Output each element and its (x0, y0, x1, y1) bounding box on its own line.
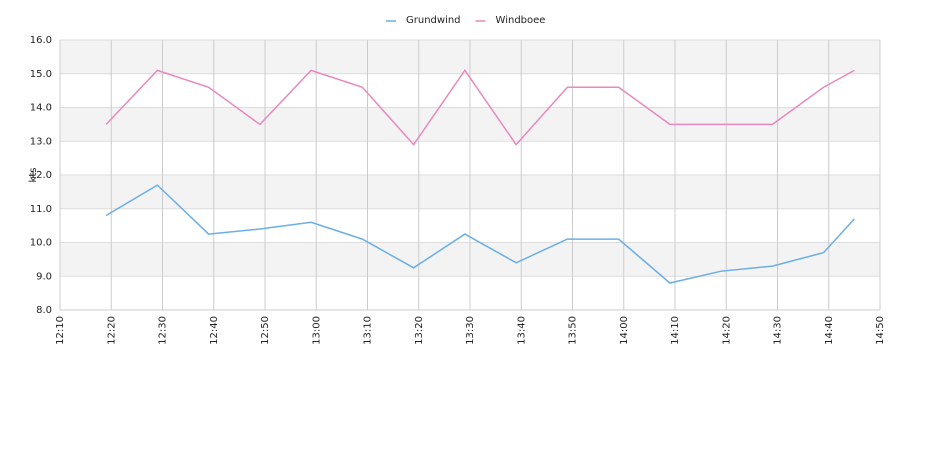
x-tick-label: 13:50 (568, 316, 579, 345)
legend-label: Windboee (496, 15, 546, 26)
y-tick-label: 9.0 (36, 271, 52, 282)
y-tick-label: 11.0 (30, 204, 52, 215)
x-tick-label: 12:50 (260, 316, 271, 345)
x-tick-label: 13:10 (363, 316, 374, 345)
x-tick-label: 14:30 (773, 316, 784, 345)
y-tick-label: 8.0 (36, 305, 52, 316)
line-series (105, 184, 855, 284)
x-tick-label: 13:40 (516, 316, 527, 345)
x-tick-label: 12:30 (158, 316, 169, 345)
line-series (105, 69, 855, 146)
y-tick-label: 14.0 (30, 103, 52, 114)
x-tick-label: 14:40 (824, 316, 835, 345)
y-tick-label: 12.0 (30, 170, 52, 181)
x-tick-label: 13:00 (311, 316, 322, 345)
x-tick-label: 12:10 (55, 316, 66, 345)
x-tick-label: 12:20 (106, 316, 117, 345)
y-tick-label: 10.0 (30, 238, 52, 249)
y-tick-label: 15.0 (30, 69, 52, 80)
y-tick-label: 16.0 (30, 35, 52, 46)
x-tick-label: 12:40 (209, 316, 220, 345)
y-tick-label: 13.0 (30, 136, 52, 147)
x-tick-label: 14:50 (875, 316, 886, 345)
legend-label: Grundwind (406, 15, 461, 26)
x-tick-label: 13:30 (465, 316, 476, 345)
x-tick-label: 14:00 (619, 316, 630, 345)
x-tick-label: 14:10 (670, 316, 681, 345)
y-axis-label: kts (28, 168, 39, 183)
x-tick-label: 13:20 (414, 316, 425, 345)
x-tick-label: 14:20 (721, 316, 732, 345)
